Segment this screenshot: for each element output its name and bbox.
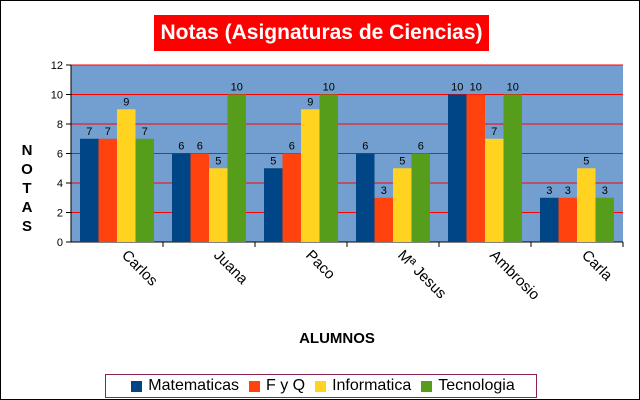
data-label: 6	[362, 141, 368, 153]
y-axis-label-letter: A	[21, 199, 33, 216]
bar	[374, 197, 393, 242]
legend-label: Informatica	[332, 377, 412, 394]
bar	[411, 153, 430, 242]
x-tick-label: Carla	[578, 247, 616, 285]
x-tick-label: Ambrosio	[486, 247, 543, 304]
bar	[595, 197, 614, 242]
chart-title-box: Notas (Asignaturas de Ciencias)	[154, 15, 489, 51]
bar	[485, 138, 504, 242]
y-tick-label: 8	[57, 119, 63, 131]
x-tick-label: Carlos	[118, 247, 161, 290]
y-axis-label-letter: T	[22, 180, 32, 197]
legend-label: F y Q	[265, 377, 306, 394]
data-label: 10	[231, 82, 243, 94]
data-label: 7	[142, 126, 148, 138]
data-label: 3	[565, 185, 571, 197]
data-label: 5	[215, 155, 221, 167]
data-label: 5	[399, 155, 405, 167]
data-label: 6	[289, 141, 295, 153]
legend-swatch	[315, 380, 327, 392]
data-label: 7	[86, 126, 92, 138]
data-label: 7	[491, 126, 497, 138]
bar	[393, 168, 412, 242]
y-tick-label: 12	[51, 60, 63, 72]
x-tick-label: Mª Jesus	[394, 247, 449, 302]
bar	[301, 109, 320, 242]
data-label: 10	[470, 82, 482, 94]
legend-item: Tecnologia	[417, 377, 515, 395]
bar	[503, 94, 522, 242]
y-tick-label: 10	[51, 90, 63, 102]
legend-label: Matematicas	[148, 377, 239, 394]
bar	[117, 109, 136, 242]
y-axis-label-letter: O	[21, 161, 33, 178]
bar	[356, 153, 375, 242]
bar	[466, 94, 485, 242]
data-label: 3	[381, 185, 387, 197]
bar	[448, 94, 467, 242]
data-label: 5	[270, 155, 276, 167]
chart-title: Notas (Asignaturas de Ciencias)	[160, 21, 483, 44]
data-label: 10	[507, 82, 519, 94]
y-tick-label: 0	[57, 237, 63, 249]
data-label: 9	[307, 96, 313, 108]
chart-legend: Matematicas F y Q Informatica Tecnologia	[105, 374, 537, 398]
y-axis-label-letter: N	[21, 142, 33, 159]
data-label: 10	[451, 82, 463, 94]
data-label: 9	[123, 96, 129, 108]
x-tick-label: Juana	[210, 247, 251, 288]
bar	[558, 197, 577, 242]
legend-item: Matematicas	[127, 377, 239, 395]
bar	[80, 138, 99, 242]
legend-swatch	[421, 380, 433, 392]
y-tick-label: 2	[57, 208, 63, 220]
data-label: 6	[418, 141, 424, 153]
legend-label: Tecnologia	[438, 377, 515, 394]
data-label: 3	[602, 185, 608, 197]
bar	[190, 153, 209, 242]
legend-swatch	[131, 380, 143, 392]
bar	[135, 138, 154, 242]
data-label: 3	[546, 185, 552, 197]
data-label: 5	[583, 155, 589, 167]
data-label: 7	[105, 126, 111, 138]
bar	[227, 94, 246, 242]
bar	[282, 153, 301, 242]
y-axis-label-letter: S	[21, 218, 32, 235]
legend-item: F y Q	[245, 377, 305, 395]
data-label: 6	[178, 141, 184, 153]
legend-item: Informatica	[311, 377, 411, 395]
x-axis-label: ALUMNOS	[299, 330, 375, 347]
bar	[540, 197, 559, 242]
x-tick-label: Paco	[302, 247, 338, 283]
bar	[172, 153, 191, 242]
bar	[264, 168, 283, 242]
legend-swatch	[248, 380, 260, 392]
bar	[319, 94, 338, 242]
y-tick-label: 4	[57, 178, 63, 190]
bar	[577, 168, 596, 242]
y-tick-label: 6	[57, 149, 63, 161]
bar	[209, 168, 228, 242]
data-label: 6	[197, 141, 203, 153]
bar	[98, 138, 117, 242]
data-label: 10	[323, 82, 335, 94]
